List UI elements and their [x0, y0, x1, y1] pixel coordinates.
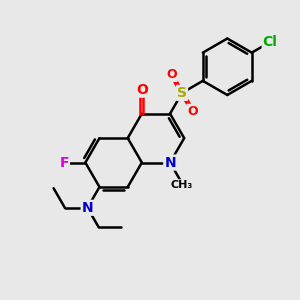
Text: F: F: [59, 156, 69, 170]
Text: Cl: Cl: [263, 35, 278, 49]
Text: S: S: [177, 86, 187, 100]
Text: CH₃: CH₃: [170, 180, 193, 190]
Text: O: O: [136, 83, 148, 97]
Text: O: O: [166, 68, 177, 81]
Text: N: N: [82, 201, 93, 215]
Text: N: N: [164, 156, 176, 170]
Text: O: O: [187, 105, 198, 118]
